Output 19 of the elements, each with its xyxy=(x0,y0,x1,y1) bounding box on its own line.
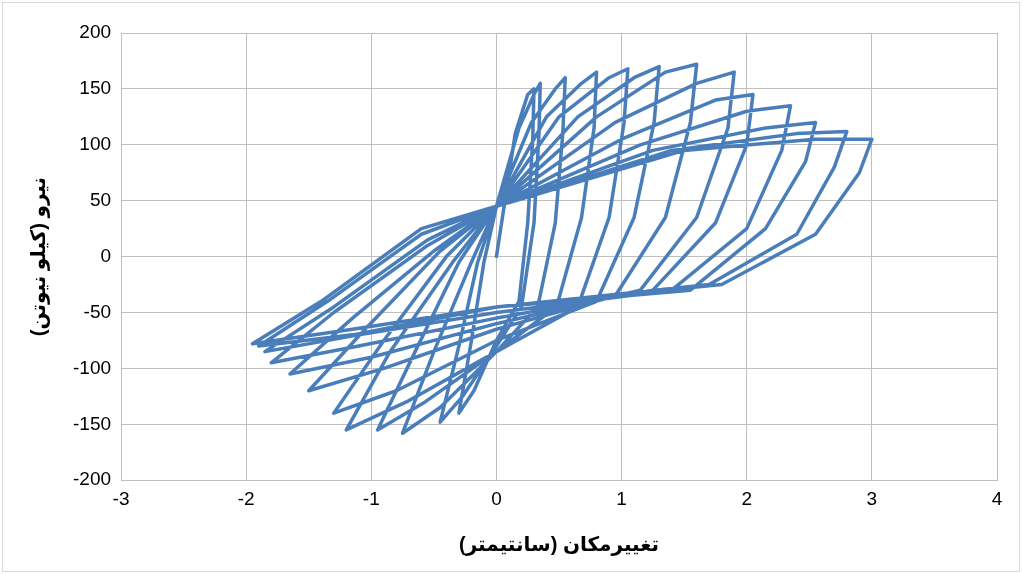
y-tick-label: -200 xyxy=(73,468,112,490)
x-axis-title: تغییرمکان (سانتیمتر) xyxy=(458,532,660,556)
x-tick-label: 4 xyxy=(991,487,1003,509)
y-tick-label: 200 xyxy=(79,21,112,43)
x-tick-label: 0 xyxy=(491,487,502,509)
y-tick-label: -150 xyxy=(73,412,112,434)
y-tick-label: 150 xyxy=(79,77,112,99)
y-tick-label: -100 xyxy=(73,356,112,378)
y-axis-title: نیرو (کیلو نیوتن) xyxy=(26,177,50,337)
x-tick-label: 2 xyxy=(741,487,753,509)
x-tick-label: 3 xyxy=(866,487,878,509)
x-tick-label: -3 xyxy=(112,487,130,509)
y-tick-label: 100 xyxy=(79,133,112,155)
x-tick-label: 1 xyxy=(616,487,627,509)
x-tick-label: -2 xyxy=(237,487,255,509)
x-tick-label: -1 xyxy=(362,487,380,509)
y-tick-label: 0 xyxy=(100,244,112,266)
y-tick-label: -50 xyxy=(83,300,112,322)
y-tick-label: 50 xyxy=(89,188,112,210)
